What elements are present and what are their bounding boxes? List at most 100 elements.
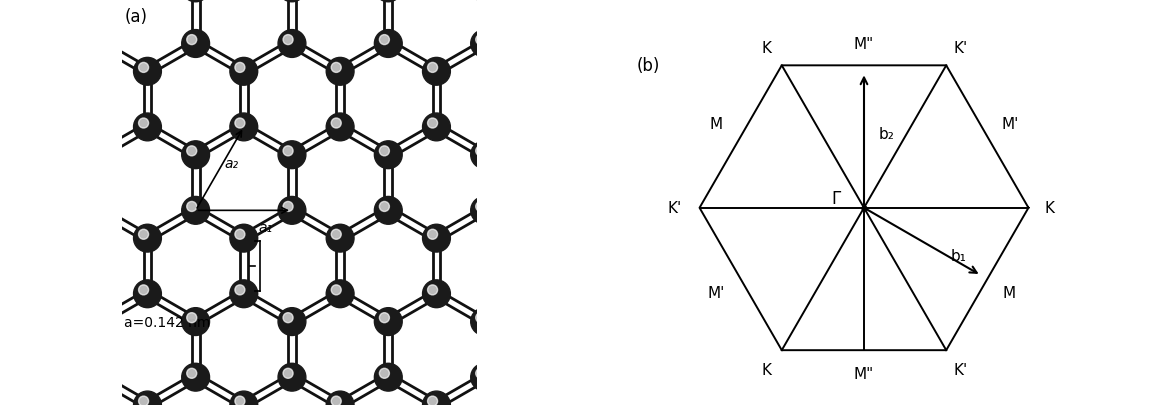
- Circle shape: [476, 36, 486, 45]
- Circle shape: [379, 36, 389, 45]
- Circle shape: [235, 285, 245, 295]
- Circle shape: [235, 63, 245, 73]
- Circle shape: [230, 391, 258, 405]
- Circle shape: [283, 313, 293, 323]
- Text: Γ: Γ: [832, 190, 841, 207]
- Circle shape: [471, 308, 499, 336]
- Circle shape: [374, 308, 402, 336]
- Circle shape: [379, 313, 389, 323]
- Text: K: K: [761, 40, 772, 55]
- Text: b₁: b₁: [950, 248, 967, 263]
- Circle shape: [283, 202, 293, 212]
- Circle shape: [476, 147, 486, 156]
- Circle shape: [230, 114, 258, 141]
- Circle shape: [85, 30, 113, 58]
- Circle shape: [283, 36, 293, 45]
- Text: M': M': [707, 285, 725, 300]
- Circle shape: [182, 141, 210, 169]
- Circle shape: [427, 396, 438, 405]
- Circle shape: [230, 58, 258, 86]
- Text: (b): (b): [637, 58, 660, 75]
- Text: a=0.142 nm: a=0.142 nm: [124, 315, 211, 329]
- Circle shape: [332, 396, 341, 405]
- Circle shape: [278, 0, 306, 3]
- Circle shape: [187, 369, 197, 378]
- Circle shape: [471, 141, 499, 169]
- Circle shape: [423, 391, 450, 405]
- Circle shape: [90, 313, 100, 323]
- Circle shape: [374, 30, 402, 58]
- Circle shape: [138, 285, 149, 295]
- Circle shape: [230, 225, 258, 252]
- Circle shape: [138, 396, 149, 405]
- Circle shape: [332, 119, 341, 129]
- Circle shape: [283, 369, 293, 378]
- Circle shape: [332, 230, 341, 240]
- Text: b₂: b₂: [879, 127, 895, 142]
- Text: K': K': [954, 362, 968, 377]
- Circle shape: [134, 114, 161, 141]
- Circle shape: [379, 369, 389, 378]
- Text: K': K': [668, 201, 682, 216]
- Circle shape: [326, 58, 354, 86]
- Circle shape: [138, 230, 149, 240]
- Circle shape: [326, 391, 354, 405]
- Circle shape: [90, 147, 100, 156]
- Circle shape: [85, 308, 113, 336]
- Text: a₂: a₂: [223, 157, 238, 171]
- Circle shape: [278, 308, 306, 336]
- Circle shape: [423, 58, 450, 86]
- Circle shape: [235, 119, 245, 129]
- Circle shape: [283, 147, 293, 156]
- Circle shape: [138, 63, 149, 73]
- Circle shape: [187, 36, 197, 45]
- Circle shape: [134, 225, 161, 252]
- Circle shape: [187, 147, 197, 156]
- Circle shape: [134, 391, 161, 405]
- Text: K: K: [1045, 201, 1055, 216]
- Circle shape: [182, 30, 210, 58]
- Circle shape: [278, 141, 306, 169]
- Circle shape: [90, 369, 100, 378]
- Circle shape: [423, 114, 450, 141]
- Text: a₁: a₁: [258, 221, 272, 235]
- Circle shape: [471, 0, 499, 3]
- Circle shape: [423, 225, 450, 252]
- Circle shape: [471, 197, 499, 225]
- Circle shape: [326, 114, 354, 141]
- Circle shape: [85, 363, 113, 391]
- Circle shape: [427, 285, 438, 295]
- Circle shape: [374, 0, 402, 3]
- Circle shape: [326, 280, 354, 308]
- Text: K': K': [954, 40, 968, 55]
- Text: M": M": [854, 366, 874, 381]
- Circle shape: [326, 225, 354, 252]
- Circle shape: [278, 363, 306, 391]
- Circle shape: [278, 197, 306, 225]
- Text: M": M": [854, 37, 874, 52]
- Circle shape: [374, 197, 402, 225]
- Circle shape: [134, 58, 161, 86]
- Circle shape: [90, 202, 100, 212]
- Circle shape: [138, 119, 149, 129]
- Circle shape: [278, 30, 306, 58]
- Circle shape: [374, 363, 402, 391]
- Circle shape: [374, 141, 402, 169]
- Circle shape: [235, 396, 245, 405]
- Circle shape: [379, 147, 389, 156]
- Text: K: K: [761, 362, 772, 377]
- Circle shape: [471, 30, 499, 58]
- Circle shape: [332, 63, 341, 73]
- Circle shape: [476, 313, 486, 323]
- Text: M': M': [1002, 117, 1020, 132]
- Circle shape: [85, 197, 113, 225]
- Circle shape: [235, 230, 245, 240]
- Text: (a): (a): [124, 9, 147, 26]
- Text: M: M: [1002, 285, 1015, 300]
- Circle shape: [427, 63, 438, 73]
- Circle shape: [182, 197, 210, 225]
- Circle shape: [379, 202, 389, 212]
- Circle shape: [471, 363, 499, 391]
- Circle shape: [90, 36, 100, 45]
- Circle shape: [187, 202, 197, 212]
